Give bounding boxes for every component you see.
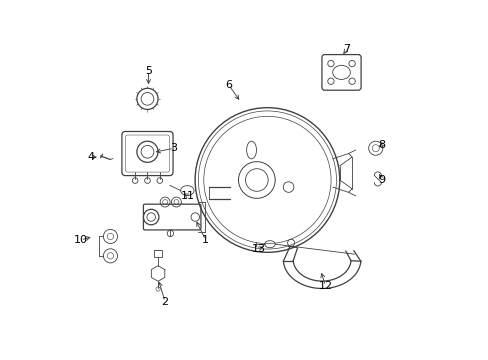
Text: 13: 13 xyxy=(251,244,265,254)
Text: 9: 9 xyxy=(378,175,385,185)
Text: 8: 8 xyxy=(378,140,385,150)
Text: 6: 6 xyxy=(224,80,232,90)
Bar xyxy=(154,250,162,257)
Text: 4: 4 xyxy=(87,152,94,162)
Text: 7: 7 xyxy=(343,45,350,54)
Text: 2: 2 xyxy=(161,297,168,307)
Text: 10: 10 xyxy=(73,235,87,245)
Text: 11: 11 xyxy=(181,191,195,201)
Text: 1: 1 xyxy=(202,235,209,245)
Text: 3: 3 xyxy=(170,143,177,153)
Text: 12: 12 xyxy=(318,281,332,291)
Text: 5: 5 xyxy=(145,66,152,76)
